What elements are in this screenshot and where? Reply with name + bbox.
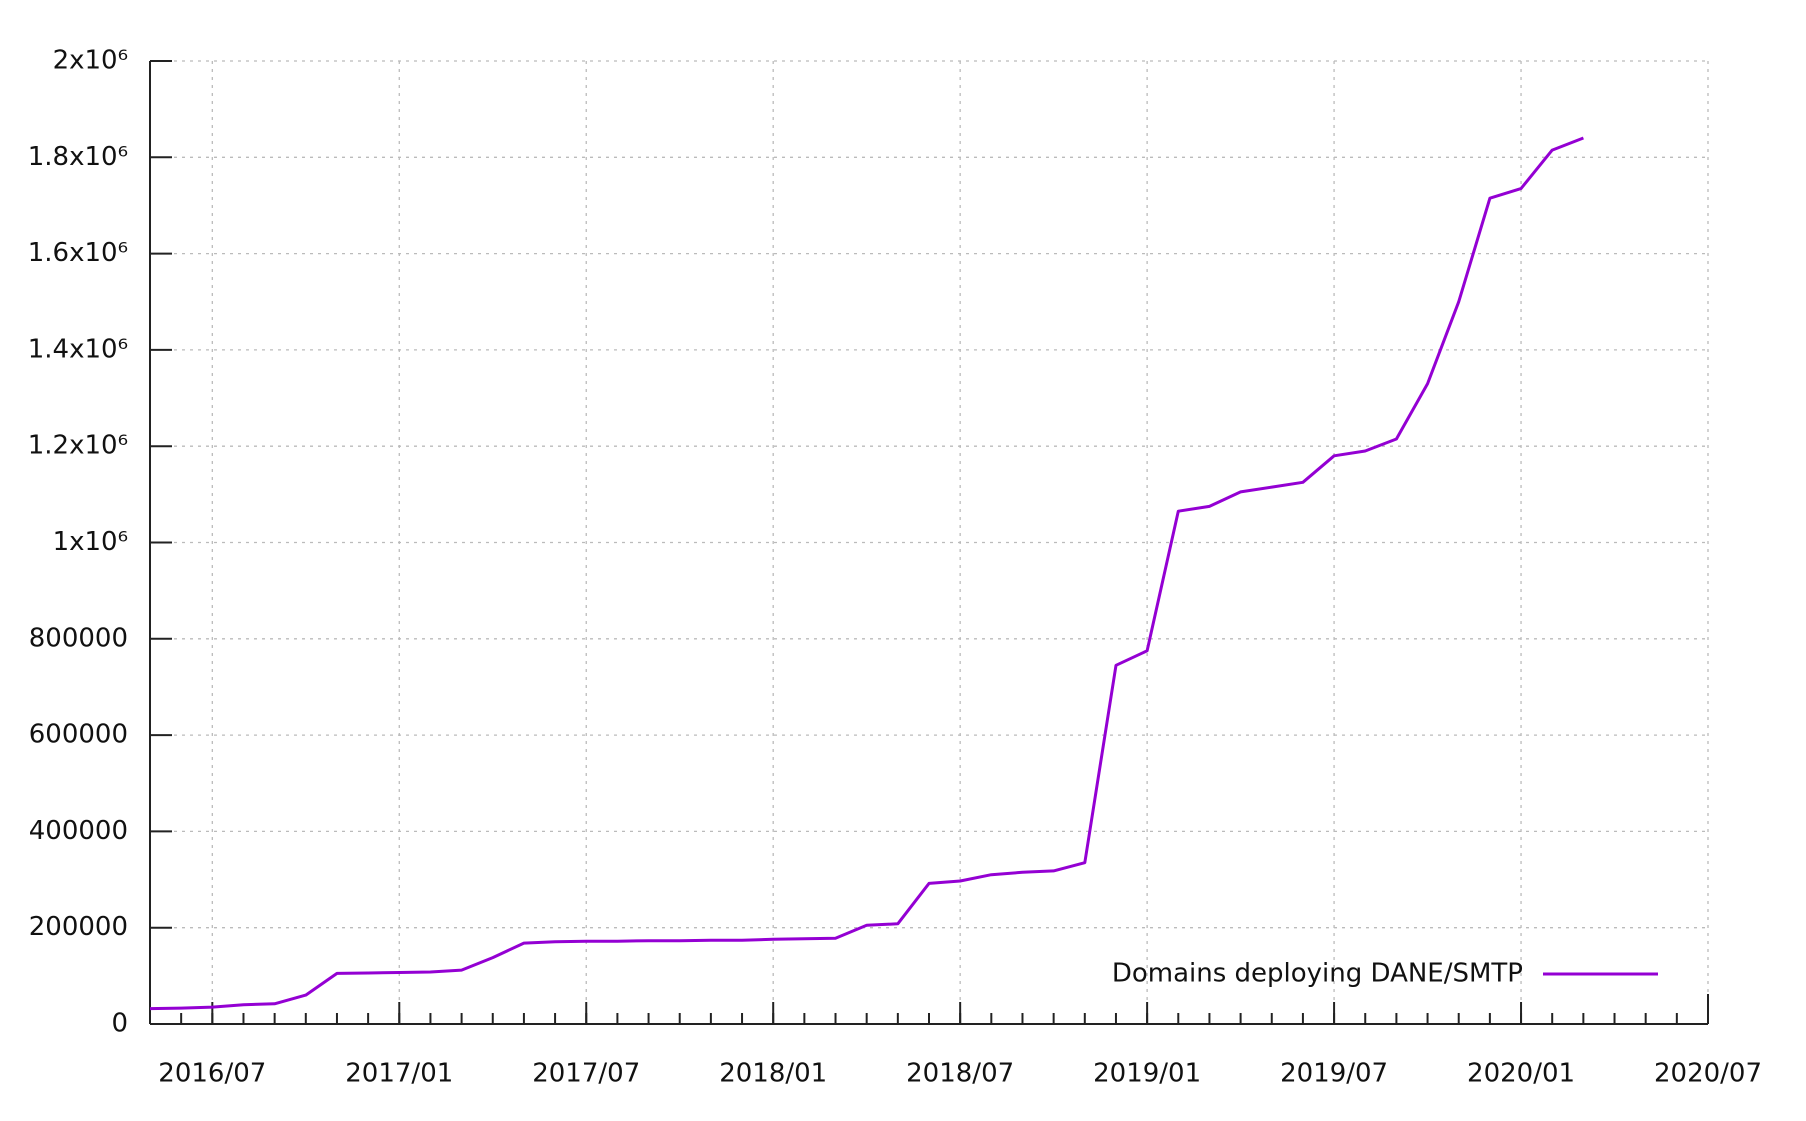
x-tick-label: 2017/07 [532,1059,640,1089]
y-tick-label: 1.8x10⁶ [28,142,128,172]
y-tick-label: 400000 [29,816,128,846]
legend-label: Domains deploying DANE/SMTP [1112,959,1523,989]
y-tick-label: 1x10⁶ [53,527,128,557]
x-tick-label: 2016/07 [158,1059,266,1089]
x-tick-label: 2017/01 [345,1059,453,1089]
y-tick-label: 1.2x10⁶ [28,431,128,461]
y-tick-label: 1.4x10⁶ [28,334,128,364]
x-tick-label: 2018/07 [906,1059,1014,1089]
x-tick-label: 2019/07 [1280,1059,1388,1089]
y-tick-label: 800000 [29,623,128,653]
y-tick-label: 2x10⁶ [53,46,128,76]
x-tick-label: 2019/01 [1093,1059,1201,1089]
y-tick-label: 1.6x10⁶ [28,238,128,268]
y-tick-label: 200000 [29,912,128,942]
x-tick-label: 2018/01 [719,1059,827,1089]
x-tick-label: 2020/01 [1467,1059,1575,1089]
y-tick-label: 600000 [29,720,128,750]
data-line [149,136,1584,1011]
x-tick-label: 2020/07 [1654,1059,1762,1089]
y-tick-label: 0 [111,1009,128,1039]
